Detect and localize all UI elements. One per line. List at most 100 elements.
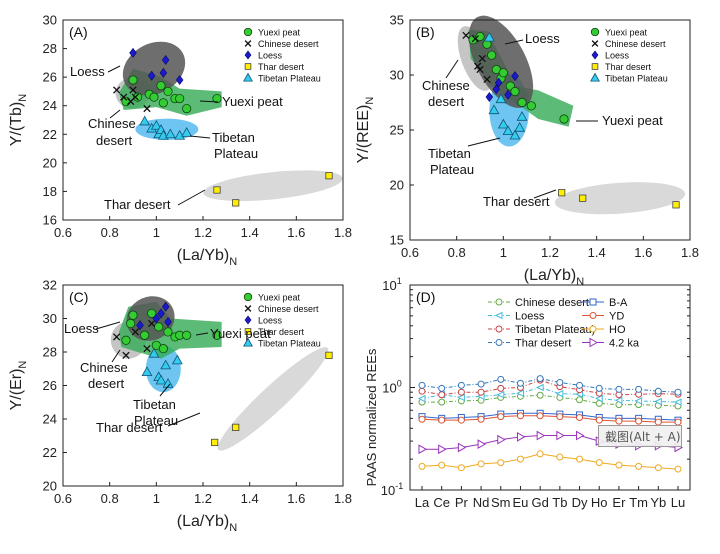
series-yuexi-peat: [121, 308, 222, 354]
data-point: [536, 375, 544, 383]
data-point: [635, 462, 643, 470]
series-loess: [485, 71, 519, 102]
data-point: [510, 86, 520, 97]
panel-label: (C): [69, 289, 88, 305]
data-point: [509, 129, 521, 140]
data-point: [497, 384, 505, 392]
data-point: [128, 310, 138, 320]
y-tick-label: 101: [382, 276, 401, 293]
data-point: [497, 434, 506, 445]
series-lines: [417, 375, 684, 473]
data-point: [418, 444, 428, 455]
legend-marker: [591, 63, 599, 70]
data-point: [536, 412, 544, 420]
data-point: [457, 393, 465, 402]
data-point: [164, 316, 172, 327]
data-point: [418, 381, 426, 389]
thar-label: Thar desert: [483, 194, 550, 209]
x-tick-label: 1.6: [287, 491, 305, 506]
series-loess: [136, 301, 172, 331]
data-point: [615, 417, 623, 425]
series-tibetan-plateau: [139, 115, 193, 140]
loess-label: Loess: [70, 64, 105, 79]
data-point: [158, 98, 168, 108]
y-tick-label: 20: [43, 479, 57, 494]
legend-marker: [244, 315, 252, 325]
panel-a: 0.6 0.8 1 1.2 1.4 1.6 1.8 16 18 20 22 24 26 28 30 (La/Y…: [8, 13, 352, 269]
data-point: [477, 380, 485, 388]
data-point: [556, 453, 564, 461]
data-point: [164, 128, 176, 139]
x-tick-label: 0.8: [101, 491, 119, 506]
data-point: [478, 54, 486, 63]
data-point: [136, 320, 144, 331]
data-point: [488, 104, 500, 115]
x-tick-label: 1: [153, 225, 160, 240]
data-point: [325, 172, 333, 180]
ticks: 0.6 0.8 1 1.2 1.4 1.6 1.8 15 20 25 30 35: [390, 13, 700, 261]
legend-marker: [244, 63, 252, 70]
ticks: 10-1 100 101 La Ce Pr Nd Sm Eu Gd Tb Dy Ho Er Tm Yb Lu: [381, 276, 690, 510]
data-point: [497, 118, 509, 129]
x-tick-label: 1.4: [588, 245, 606, 260]
leader-line: [109, 109, 121, 119]
legend-marker: [243, 72, 253, 82]
data-point: [113, 333, 121, 341]
y-tick-label: 26: [43, 70, 57, 85]
series-tibetan-plateau-: [418, 376, 682, 399]
x-tick-label: Yb: [650, 495, 666, 510]
x-tick-label: 0.8: [448, 245, 466, 260]
data-points: [462, 31, 680, 209]
y-tick-label: 30: [43, 311, 57, 326]
data-point: [457, 416, 465, 424]
annotations: Loess Yuexi peat Chinese desert TibetanPlate…: [70, 64, 283, 212]
data-point: [121, 335, 131, 345]
data-point: [147, 70, 156, 81]
data-point: [163, 327, 173, 337]
data-point: [536, 383, 544, 392]
y-tick-label: 24: [43, 412, 57, 427]
legend-marker: [244, 328, 252, 335]
data-point: [211, 438, 219, 447]
ticks: 0.6 0.8 1 1.2 1.4 1.6 1.8 16 18 20 22 24 26 28 30: [43, 13, 353, 241]
x-tick-label: 1.4: [241, 491, 259, 506]
series-chinese-desert: [462, 31, 491, 84]
data-point: [325, 351, 333, 359]
data-point: [175, 75, 184, 85]
data-point: [161, 55, 170, 65]
x-tick-label: 0.6: [401, 245, 419, 260]
series-thar-desert: [418, 375, 682, 396]
series-tibetan-plateau: [141, 347, 183, 388]
leader-line: [95, 321, 121, 330]
leader-line: [107, 65, 121, 73]
loess-label: Loess: [64, 321, 99, 336]
tibet-label-2: Plateau: [134, 413, 178, 428]
plot-frame: [409, 284, 691, 491]
data-point: [504, 89, 512, 100]
data-point: [457, 388, 465, 396]
envelopes: [115, 41, 343, 202]
data-point: [475, 31, 485, 42]
data-point: [133, 92, 143, 102]
data-point: [483, 75, 491, 84]
chinese-label-1: Chinese: [422, 78, 470, 93]
y-tick-label: 20: [43, 155, 57, 170]
x-tick-label: 0.6: [54, 225, 72, 240]
data-point: [516, 379, 524, 387]
data-point: [182, 330, 192, 340]
panel-label: (B): [416, 24, 435, 40]
legend-marker: [589, 312, 597, 319]
screenshot-button[interactable]: 截图(Alt + A): [598, 425, 682, 447]
data-point: [595, 394, 603, 403]
data-point: [674, 465, 682, 473]
y-tick-label: 10-1: [381, 481, 403, 498]
legend-label: Tibetan Plateau: [605, 73, 668, 83]
y-tick-label: 26: [43, 378, 57, 393]
legend-marker: [589, 298, 597, 306]
data-point: [634, 397, 643, 405]
data-point: [487, 50, 497, 60]
legend-label: Loess: [515, 311, 545, 323]
x-tick-label: 1.2: [541, 245, 559, 260]
